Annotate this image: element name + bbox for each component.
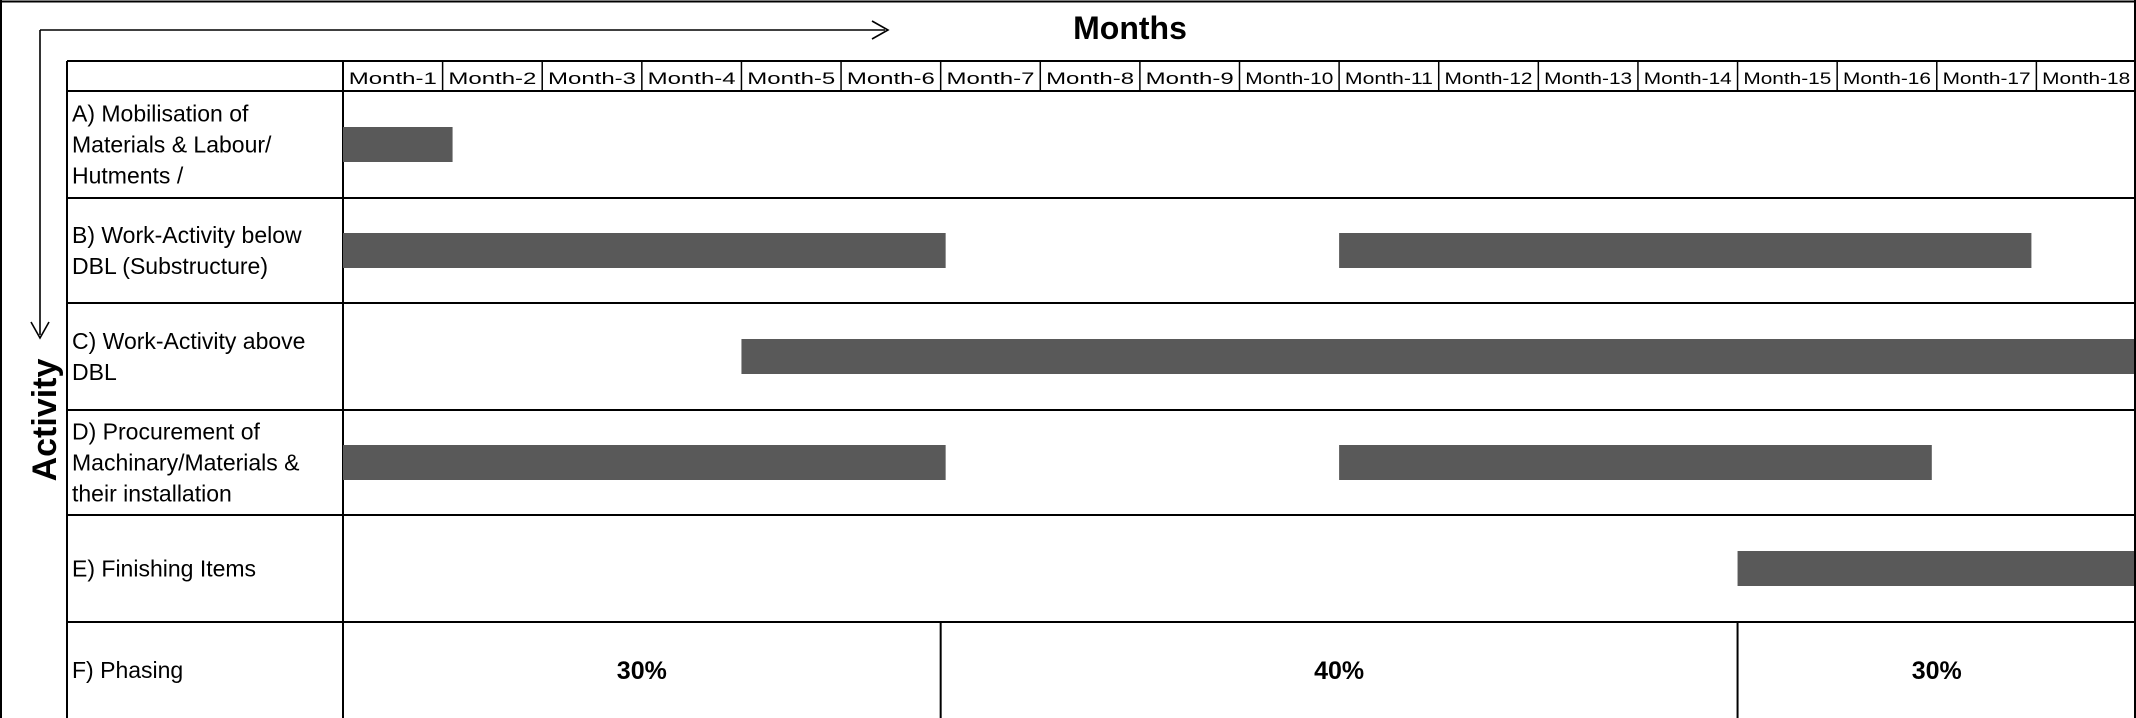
activity-label-0-line-1: Materials & Labour/ (72, 132, 272, 158)
month-header-8: Month-8 (1046, 69, 1134, 88)
month-header-6: Month-6 (847, 69, 935, 88)
phasing-value-2: 30% (1912, 657, 1962, 685)
month-header-10: Month-10 (1245, 69, 1333, 88)
month-header-1: Month-1 (349, 69, 437, 88)
activity-bar-1-0 (343, 233, 946, 268)
activity-label-0-line-0: A) Mobilisation of (72, 101, 249, 127)
activity-label-1-line-0: B) Work-Activity below (72, 222, 302, 248)
activity-axis-arrowhead (30, 321, 50, 340)
activity-label-4-line-0: E) Finishing Items (72, 556, 256, 582)
phasing-value-1: 40% (1314, 657, 1364, 685)
activity-label-3-line-0: D) Procurement of (72, 419, 261, 445)
activity-label-0-line-2: Hutments / (72, 163, 184, 189)
activity-bar-2-0 (741, 339, 2134, 374)
month-header-7: Month-7 (946, 69, 1034, 88)
month-header-15: Month-15 (1743, 69, 1831, 88)
phasing-value-0: 30% (617, 657, 667, 685)
activity-bar-4-0 (1737, 551, 2134, 586)
month-header-17: Month-17 (1943, 69, 2031, 88)
activity-bar-3-1 (1339, 445, 1932, 480)
activity-label-2-line-0: C) Work-Activity above (72, 328, 305, 354)
month-header-2: Month-2 (448, 69, 536, 88)
activity-label-1-line-1: DBL (Substructure) (72, 253, 268, 279)
month-header-11: Month-11 (1345, 69, 1433, 88)
activity-bar-0-0 (343, 127, 453, 162)
activity-bar-1-1 (1339, 233, 2032, 268)
month-header-13: Month-13 (1544, 69, 1632, 88)
month-header-16: Month-16 (1843, 69, 1931, 88)
phasing-label: F) Phasing (72, 657, 183, 683)
month-header-9: Month-9 (1146, 69, 1234, 88)
chart-title: Months (1073, 10, 1187, 46)
month-header-4: Month-4 (648, 69, 736, 88)
activity-label-2-line-1: DBL (72, 359, 117, 385)
month-header-12: Month-12 (1445, 69, 1533, 88)
months-axis-arrowhead (871, 20, 890, 40)
activity-label-3-line-1: Machinary/Materials & (72, 450, 300, 476)
activity-label-3-line-2: their installation (72, 481, 232, 507)
month-header-18: Month-18 (2042, 69, 2130, 88)
month-header-3: Month-3 (548, 69, 636, 88)
activity-bar-3-0 (343, 445, 946, 480)
month-header-5: Month-5 (747, 69, 835, 88)
month-header-14: Month-14 (1644, 69, 1732, 88)
y-axis-label: Activity (26, 359, 64, 482)
